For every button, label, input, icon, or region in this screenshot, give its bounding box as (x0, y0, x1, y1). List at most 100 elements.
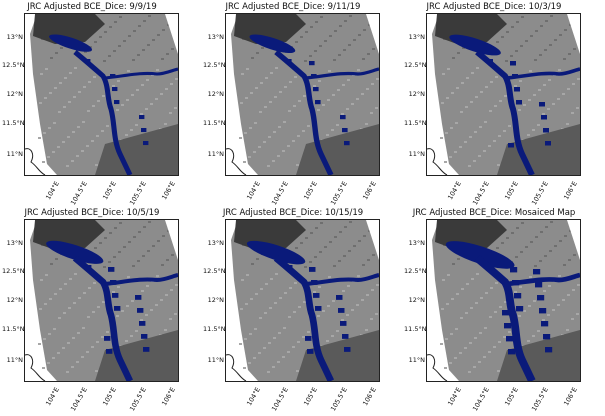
flood-map (226, 220, 379, 381)
flood-patch (305, 336, 312, 341)
flood-patch (315, 306, 322, 311)
land-texture (147, 250, 150, 252)
land-texture (304, 60, 307, 62)
land-texture (519, 80, 522, 82)
land-texture (245, 97, 248, 99)
land-texture (515, 50, 518, 52)
land-texture (441, 308, 444, 310)
land-texture (116, 315, 119, 317)
land-texture (106, 331, 109, 333)
land-texture (103, 60, 106, 62)
land-texture (62, 141, 65, 143)
land-texture (324, 246, 327, 248)
land-texture (66, 165, 69, 167)
land-texture (485, 292, 488, 294)
land-texture (559, 34, 562, 36)
map-panel-5: JRC Adjusted BCE_Dice: 10/15/19 13°N 12.5… (203, 208, 383, 416)
y-tick-label: 12°N (207, 90, 224, 98)
land-texture (135, 330, 138, 332)
map-frame (426, 219, 581, 382)
land-texture (137, 260, 140, 262)
land-texture (461, 288, 464, 290)
land-texture (332, 94, 335, 96)
y-tick-label: 12.5°N (404, 61, 427, 69)
flood-patch (85, 265, 92, 270)
land-texture (571, 318, 574, 320)
land-texture (102, 301, 105, 303)
land-texture (87, 316, 90, 318)
land-texture (62, 347, 65, 349)
flood-map (427, 14, 580, 175)
land-texture (259, 111, 262, 113)
land-texture (365, 123, 368, 125)
land-texture (138, 231, 141, 233)
land-texture (126, 99, 129, 101)
land-texture (361, 299, 364, 301)
land-texture (157, 34, 160, 36)
land-texture (43, 132, 46, 134)
land-texture (370, 112, 373, 114)
land-texture (112, 291, 115, 293)
land-texture (239, 137, 242, 139)
land-texture (143, 20, 146, 22)
land-texture (170, 289, 173, 291)
land-texture (174, 313, 177, 315)
land-texture (161, 264, 164, 266)
land-texture (137, 54, 140, 56)
land-texture (542, 319, 545, 321)
land-texture (84, 51, 87, 53)
land-texture (490, 81, 493, 83)
land-texture (342, 84, 345, 86)
land-texture (52, 151, 55, 153)
land-texture (71, 366, 74, 368)
land-texture (140, 319, 143, 321)
map-panel-3: JRC Adjusted BCE_Dice: 10/3/19 13°N 12.5°… (404, 2, 584, 210)
land-texture (313, 291, 316, 293)
land-texture (318, 286, 321, 288)
land-texture (292, 140, 295, 142)
flood-map (25, 14, 178, 175)
land-texture (452, 57, 455, 59)
land-texture (329, 241, 332, 243)
land-texture (552, 309, 555, 311)
land-texture (516, 227, 519, 229)
flood-patch (340, 321, 347, 326)
land-texture (376, 284, 379, 286)
tonle-sap-lake (449, 34, 501, 56)
y-tick-label: 12°N (207, 296, 224, 304)
land-texture (146, 79, 149, 81)
land-texture (450, 333, 453, 335)
land-texture (468, 371, 471, 373)
land-texture (571, 112, 574, 114)
land-texture (532, 129, 535, 131)
land-texture (83, 292, 86, 294)
y-tick-label: 12°N (6, 90, 23, 98)
coastline (25, 354, 46, 381)
x-tick-label: 105.5°E (329, 386, 349, 413)
y-tick-label: 11.5°N (203, 119, 226, 127)
land-texture (297, 135, 300, 137)
land-texture (76, 155, 79, 157)
land-texture (166, 259, 169, 261)
land-texture (466, 283, 469, 285)
land-texture (63, 312, 66, 314)
land-texture (544, 255, 547, 257)
land-texture (59, 288, 62, 290)
land-texture (353, 245, 356, 247)
land-texture (337, 89, 340, 91)
land-texture (175, 78, 178, 80)
land-texture (135, 124, 138, 126)
flood-patch (545, 141, 551, 146)
land-texture (569, 230, 572, 232)
dark-terrain (497, 124, 580, 175)
land-texture (264, 312, 267, 314)
land-texture (131, 94, 134, 96)
land-texture (270, 72, 273, 74)
mekong-branch (305, 273, 379, 287)
land-texture (125, 134, 128, 136)
land-texture (347, 285, 350, 287)
land-texture (457, 258, 460, 260)
land-texture (130, 335, 133, 337)
land-texture (348, 250, 351, 252)
land-texture (314, 256, 317, 258)
